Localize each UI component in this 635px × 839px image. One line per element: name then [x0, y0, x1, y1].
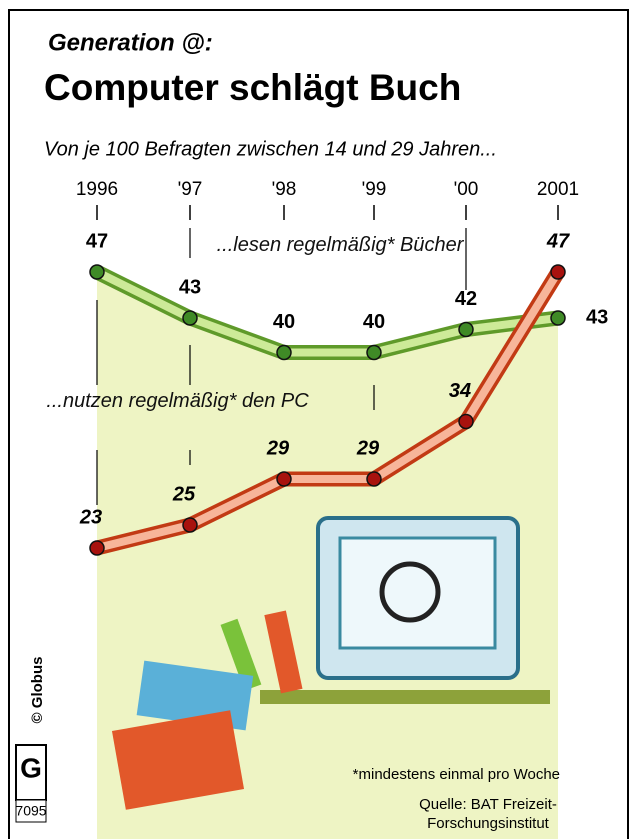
data-label: 29 [356, 437, 380, 459]
point [183, 311, 197, 325]
point [90, 265, 104, 279]
footnote: *mindestens einmal pro Woche [353, 766, 560, 783]
data-label: 47 [86, 230, 108, 252]
x-tick-label: '00 [454, 179, 479, 200]
series-label: ...nutzen regelmäßig* den PC [45, 388, 310, 414]
source: Quelle: BAT Freizeit-Forschungsinstitut [388, 795, 588, 833]
point [367, 472, 381, 486]
data-label: 40 [273, 311, 295, 333]
page: Generation @: Computer schlägt Buch Von … [0, 0, 635, 839]
x-tick-label: '97 [178, 179, 203, 200]
data-label: 23 [79, 506, 102, 528]
point [367, 346, 381, 360]
chart: Generation @: Computer schlägt Buch Von … [0, 0, 635, 839]
data-label: 40 [363, 311, 385, 333]
data-label: 43 [586, 306, 608, 328]
point [277, 472, 291, 486]
point [459, 415, 473, 429]
point [277, 346, 291, 360]
data-label: 34 [449, 380, 471, 402]
x-tick-label: 2001 [537, 179, 579, 200]
credit: © Globus [29, 657, 46, 724]
point [551, 311, 565, 325]
data-label: 43 [179, 276, 201, 298]
logo-mark: G [20, 752, 42, 783]
x-tick-label: 1996 [76, 179, 118, 200]
kicker: Generation @: [48, 29, 213, 56]
point [90, 541, 104, 555]
point [551, 265, 565, 279]
chart-title: Computer schlägt Buch [44, 67, 461, 108]
series-label: ...lesen regelmäßig* Bücher [215, 232, 465, 258]
data-label: 42 [455, 288, 477, 310]
x-tick-label: '98 [272, 179, 297, 200]
x-tick-label: '99 [362, 179, 387, 200]
point [459, 323, 473, 337]
number: 7095 [15, 803, 46, 819]
subtitle: Von je 100 Befragten zwischen 14 und 29 … [44, 138, 497, 160]
data-label: 47 [546, 230, 570, 252]
data-label: 29 [266, 437, 290, 459]
point [183, 518, 197, 532]
data-label: 25 [172, 483, 196, 505]
